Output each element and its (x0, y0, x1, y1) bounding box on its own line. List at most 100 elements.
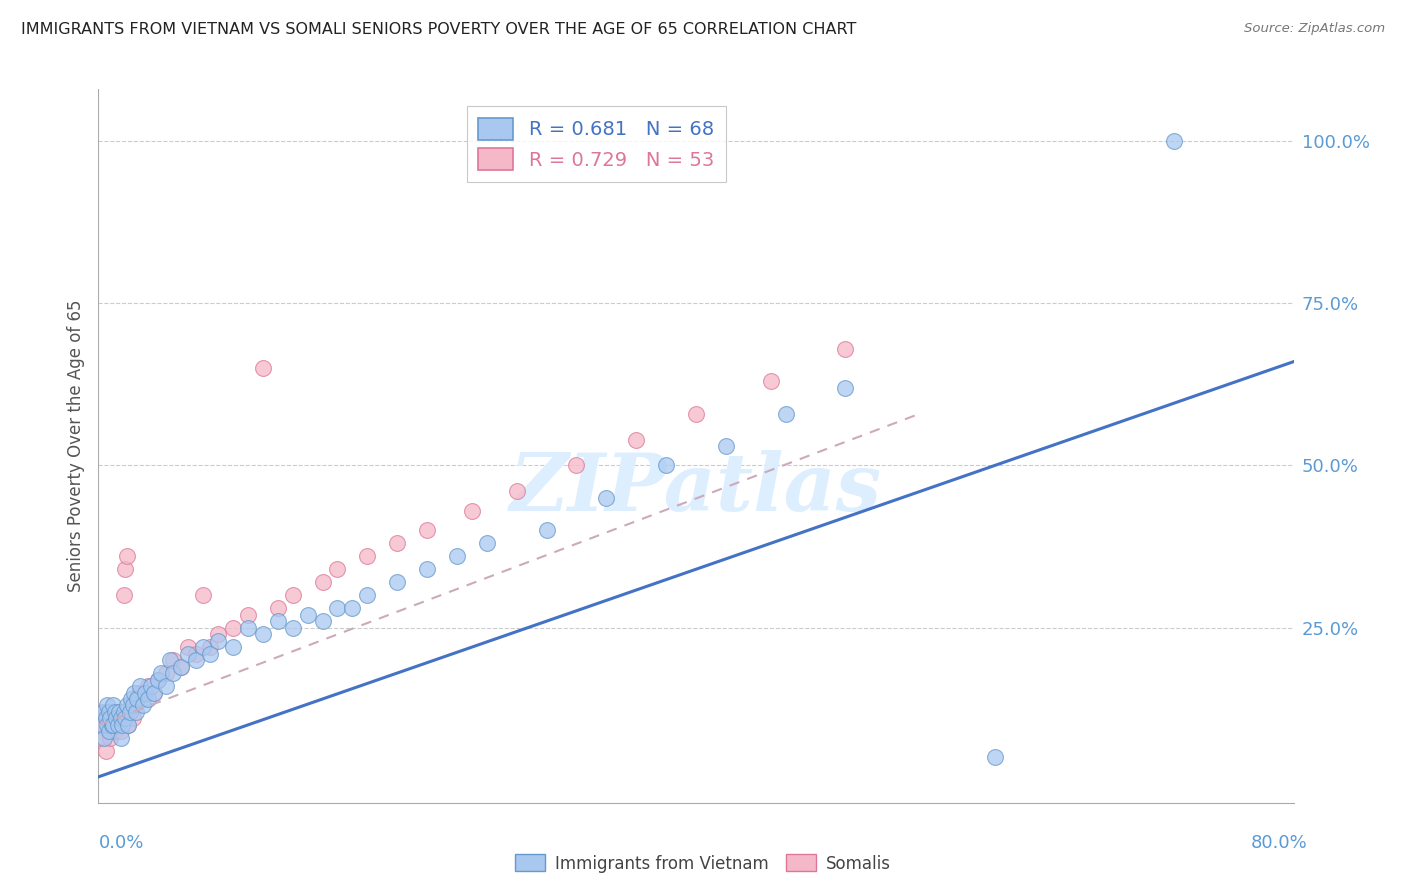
Point (96, 705, 118, 719)
Point (111, 718, 134, 732)
Point (142, 685, 165, 699)
Point (125, 705, 148, 719)
Point (112, 588, 135, 602)
Point (117, 718, 139, 732)
Point (114, 562, 136, 576)
Point (101, 718, 124, 732)
Point (267, 601, 290, 615)
Point (200, 647, 222, 661)
Point (191, 588, 214, 602)
Point (984, 750, 1007, 764)
Point (207, 627, 229, 641)
Point (200, 640, 222, 654)
Point (129, 679, 152, 693)
Point (115, 549, 138, 564)
Point (162, 666, 184, 681)
Point (169, 659, 191, 673)
Point (103, 718, 125, 732)
Point (446, 549, 468, 564)
Point (128, 685, 150, 699)
Point (115, 698, 138, 713)
Text: IMMIGRANTS FROM VIETNAM VS SOMALI SENIORS POVERTY OVER THE AGE OF 65 CORRELATION: IMMIGRANTS FROM VIETNAM VS SOMALI SENIOR… (21, 22, 856, 37)
Point (207, 633, 229, 648)
Point (100, 731, 122, 745)
Point (90, 718, 112, 732)
Point (120, 692, 142, 706)
Point (311, 614, 333, 628)
Point (775, 407, 797, 421)
Point (536, 524, 558, 538)
Point (97, 705, 120, 719)
Point (162, 653, 184, 667)
Point (105, 711, 128, 725)
Point (124, 698, 146, 713)
Point (108, 705, 131, 719)
Point (416, 562, 439, 576)
Point (356, 588, 378, 602)
Point (97, 724, 120, 739)
Point (108, 705, 131, 719)
Point (222, 640, 245, 654)
Point (385, 575, 409, 590)
Point (136, 692, 159, 706)
Point (595, 491, 617, 505)
Point (103, 698, 125, 713)
Point (655, 458, 678, 473)
Point (112, 705, 135, 719)
Point (1163, 134, 1185, 148)
Point (132, 698, 155, 713)
Point (107, 718, 129, 732)
Point (236, 621, 259, 635)
Point (506, 484, 529, 499)
Point (134, 685, 156, 699)
Legend: R = 0.681   N = 68, R = 0.729   N = 53: R = 0.681 N = 68, R = 0.729 N = 53 (467, 106, 725, 182)
Point (104, 724, 127, 739)
Point (565, 458, 588, 473)
Point (94, 744, 117, 758)
Point (326, 562, 349, 576)
Point (124, 685, 146, 699)
Point (93, 718, 115, 732)
Point (342, 601, 364, 615)
Point (100, 711, 122, 725)
Point (101, 711, 124, 725)
Point (110, 731, 132, 745)
Point (416, 524, 439, 538)
Point (326, 601, 349, 615)
Point (117, 718, 139, 732)
Point (356, 549, 378, 564)
Point (222, 621, 245, 635)
Point (834, 342, 856, 356)
Point (142, 685, 165, 699)
Legend: Immigrants from Vietnam, Somalis: Immigrants from Vietnam, Somalis (509, 847, 897, 880)
Point (121, 711, 143, 725)
Point (103, 718, 125, 732)
Text: ZIPatlas: ZIPatlas (510, 450, 882, 527)
Text: Source: ZipAtlas.com: Source: ZipAtlas.com (1244, 22, 1385, 36)
Point (105, 711, 128, 725)
Point (111, 711, 134, 725)
Point (96, 698, 118, 713)
Point (148, 673, 170, 687)
Point (267, 614, 290, 628)
Point (252, 627, 274, 641)
Point (385, 536, 409, 550)
Point (127, 692, 149, 706)
Point (191, 640, 214, 654)
Point (177, 640, 200, 654)
Point (311, 575, 333, 590)
Point (107, 718, 129, 732)
Point (475, 536, 498, 550)
Point (155, 666, 177, 681)
Point (184, 647, 207, 661)
Point (110, 711, 132, 725)
Point (236, 607, 259, 622)
Point (155, 679, 177, 693)
Point (281, 588, 304, 602)
Point (118, 705, 141, 719)
Point (114, 711, 136, 725)
Point (94, 711, 117, 725)
Y-axis label: Seniors Poverty Over the Age of 65: Seniors Poverty Over the Age of 65 (66, 300, 84, 592)
Point (120, 698, 142, 713)
Text: 80.0%: 80.0% (1251, 834, 1308, 852)
